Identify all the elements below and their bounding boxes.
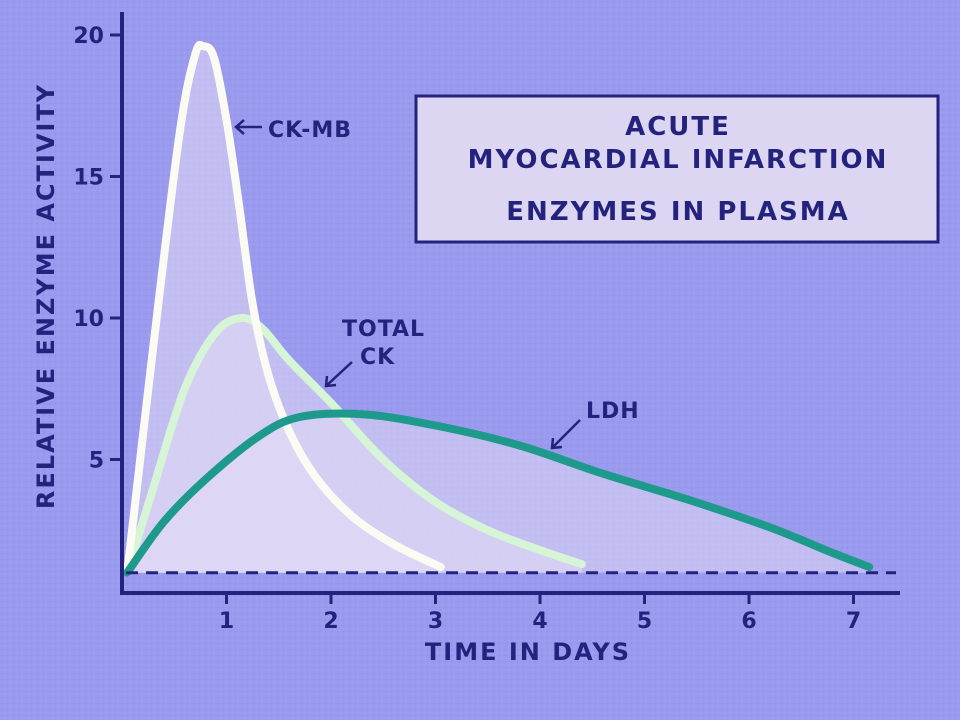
y-tick-label: 5 <box>89 449 104 474</box>
title-box-frame <box>414 94 940 244</box>
y-axis-title: RELATIVE ENZYME ACTIVITY <box>32 83 60 509</box>
x-tick-label: 4 <box>532 609 547 634</box>
series-line-ldh <box>123 409 874 577</box>
y-ticks: 5 10 15 20 <box>73 24 122 474</box>
x-tick-label: 5 <box>637 609 652 634</box>
series-line-ck-mb <box>123 40 445 577</box>
x-tick-label: 6 <box>741 609 756 634</box>
x-axis-title: TIME IN DAYS <box>425 638 631 666</box>
label-ldh: LDH <box>550 399 640 450</box>
arrow-ck-mb <box>234 119 262 135</box>
series-line-total-ck <box>123 313 586 577</box>
label-total-ck-text-2: CK <box>360 345 395 370</box>
x-tick-label: 7 <box>846 609 861 634</box>
label-ck-mb: CK-MB <box>234 118 352 143</box>
label-ck-mb-text: CK-MB <box>268 118 352 143</box>
x-tick-label: 2 <box>323 609 338 634</box>
y-tick-label: 10 <box>73 307 104 332</box>
x-ticks: 1 2 3 4 5 6 7 <box>219 593 861 634</box>
arrow-total-ck <box>324 361 353 388</box>
label-total-ck: TOTAL CK <box>324 317 425 388</box>
label-total-ck-text-1: TOTAL <box>342 317 425 342</box>
title-line-3: ENZYMES IN PLASMA <box>506 197 850 227</box>
axes <box>120 12 900 595</box>
series-lines <box>123 40 874 577</box>
title-line-1: ACUTE <box>625 112 731 142</box>
area-fill-ldh <box>127 413 870 573</box>
area-fills <box>127 44 870 573</box>
title-line-2: MYOCARDIAL INFARCTION <box>468 145 889 175</box>
title-box: ACUTE MYOCARDIAL INFARCTION ENZYMES IN P… <box>414 94 940 244</box>
x-tick-label: 1 <box>219 609 234 634</box>
arrow-ldh <box>550 419 581 450</box>
label-ldh-text: LDH <box>586 399 640 424</box>
y-tick-label: 15 <box>73 166 104 191</box>
y-tick-label: 20 <box>73 24 104 49</box>
x-tick-label: 3 <box>428 609 443 634</box>
